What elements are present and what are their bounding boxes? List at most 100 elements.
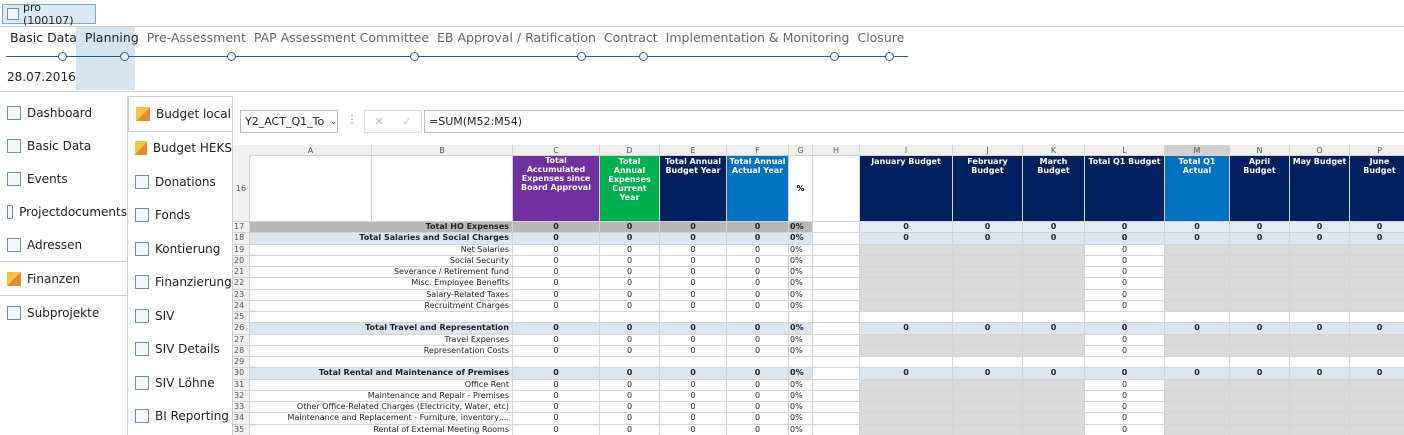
cell: 0: [1085, 244, 1165, 256]
cell: [1085, 312, 1165, 324]
nav-item[interactable]: Events: [0, 162, 127, 195]
cell: 0: [600, 278, 660, 290]
cell: 0%: [789, 300, 813, 312]
column-letter[interactable]: O: [1290, 145, 1350, 156]
row-number[interactable]: 27: [233, 334, 250, 346]
formula-input[interactable]: =SUM(M52:M54): [424, 110, 1404, 133]
phase[interactable]: Implementation & Monitoring: [661, 30, 854, 66]
phase-date: 28.07.2016: [7, 70, 76, 84]
row-number[interactable]: 25: [233, 312, 250, 324]
row-number[interactable]: 29: [233, 357, 250, 369]
cell: [860, 345, 953, 357]
subnav-item[interactable]: BI Reporting: [128, 400, 232, 434]
nav-item[interactable]: Basic Data: [0, 129, 127, 162]
phase-node: [885, 52, 895, 61]
subnav-item[interactable]: Donations: [128, 165, 232, 199]
row-label: Recruitment Charges: [250, 300, 513, 312]
column-letter[interactable]: A: [250, 145, 372, 156]
subnav-item[interactable]: Budget HEKS: [128, 132, 232, 166]
cell: [1350, 312, 1404, 324]
column-letter[interactable]: E: [660, 145, 727, 156]
column-letter[interactable]: K: [1023, 145, 1085, 156]
row-number[interactable]: 33: [233, 402, 250, 414]
row-number[interactable]: 32: [233, 390, 250, 402]
column-letter[interactable]: G: [789, 145, 813, 156]
nav-item[interactable]: Adressen: [0, 228, 127, 261]
phase[interactable]: Closure: [853, 30, 909, 66]
main-nav: Dashboard Basic Data Events Projectdocument…: [0, 96, 128, 435]
cell: [953, 278, 1023, 290]
column-letter[interactable]: C: [513, 145, 600, 156]
cell: 0: [600, 267, 660, 279]
phase[interactable]: PAP Assessment Committee: [249, 30, 434, 66]
subnav-item[interactable]: Budget local: [128, 96, 232, 132]
cell: 0: [1350, 368, 1404, 380]
row-number[interactable]: 21: [233, 267, 250, 279]
row-number[interactable]: 35: [233, 424, 250, 435]
row-number[interactable]: 28: [233, 345, 250, 357]
row-number[interactable]: 30: [233, 368, 250, 380]
cell: 0: [660, 379, 727, 391]
cell: [1230, 289, 1290, 301]
cell: [660, 357, 727, 369]
row-number[interactable]: 22: [233, 278, 250, 290]
cell: 0: [1085, 413, 1165, 425]
header-cell: [250, 156, 372, 222]
row-number[interactable]: 17: [233, 222, 250, 234]
column-letter[interactable]: F: [727, 145, 789, 156]
subnav-item[interactable]: Kontierung: [128, 232, 232, 266]
column-letter[interactable]: H: [813, 145, 860, 156]
subnav-item[interactable]: SIV: [128, 299, 232, 333]
row-number[interactable]: 34: [233, 413, 250, 425]
row-number[interactable]: 16: [233, 156, 250, 222]
row-number[interactable]: 26: [233, 323, 250, 335]
row-number[interactable]: 20: [233, 255, 250, 267]
column-letter[interactable]: B: [372, 145, 513, 156]
nav-item[interactable]: Dashboard: [0, 96, 127, 129]
subnav-item[interactable]: Finanzierung: [128, 266, 232, 300]
cell: 0: [513, 424, 600, 435]
project-tab[interactable]: pro (100107): [2, 1, 96, 27]
cell: [1023, 289, 1085, 301]
subnav-item[interactable]: Fonds: [128, 199, 232, 233]
tab-label: pro (100107): [22, 1, 74, 27]
cell: 0: [1350, 233, 1404, 245]
phase[interactable]: EB Approval / Ratification: [433, 30, 600, 66]
row-number[interactable]: 19: [233, 244, 250, 256]
header-cell: February Budget: [953, 156, 1023, 222]
cell: [860, 413, 953, 425]
phase[interactable]: Basic Data: [6, 30, 81, 66]
column-letter[interactable]: D: [600, 145, 660, 156]
column-letter[interactable]: I: [860, 145, 953, 156]
name-box[interactable]: Y2_ACT_Q1_To ⌄: [240, 110, 338, 133]
column-letter[interactable]: P: [1350, 145, 1404, 156]
column-letter[interactable]: L: [1085, 145, 1165, 156]
cell: [1350, 267, 1404, 279]
cell: [860, 300, 953, 312]
phase[interactable]: Planning: [80, 30, 143, 66]
cell: 0: [1290, 233, 1350, 245]
confirm-icon[interactable]: ✓: [402, 115, 412, 128]
nav-item[interactable]: Subprojekte: [0, 296, 127, 329]
phase-label: Pre-Assessment: [146, 30, 246, 45]
cancel-icon[interactable]: ✕: [374, 115, 384, 128]
row-number[interactable]: 23: [233, 289, 250, 301]
cell: 0: [727, 424, 789, 435]
phase[interactable]: Pre-Assessment: [142, 30, 250, 66]
column-letter[interactable]: J: [953, 145, 1023, 156]
nav-item[interactable]: Projectdocuments: [0, 195, 127, 228]
row-number[interactable]: 18: [233, 233, 250, 245]
cell: 0%: [789, 413, 813, 425]
nav-item[interactable]: Finanzen: [0, 261, 128, 296]
column-letter[interactable]: N: [1230, 145, 1290, 156]
column-letter[interactable]: M: [1165, 145, 1230, 156]
subnav-item[interactable]: SIV Details: [128, 333, 232, 367]
row-number[interactable]: 24: [233, 300, 250, 312]
cell: 0: [600, 413, 660, 425]
formula-buttons[interactable]: ✕ ✓: [364, 110, 422, 133]
phase[interactable]: Contract: [599, 30, 662, 66]
row-number[interactable]: 31: [233, 379, 250, 391]
header-cell: April Budget: [1230, 156, 1290, 222]
cell: [813, 402, 860, 414]
subnav-item[interactable]: SIV Löhne: [128, 366, 232, 400]
